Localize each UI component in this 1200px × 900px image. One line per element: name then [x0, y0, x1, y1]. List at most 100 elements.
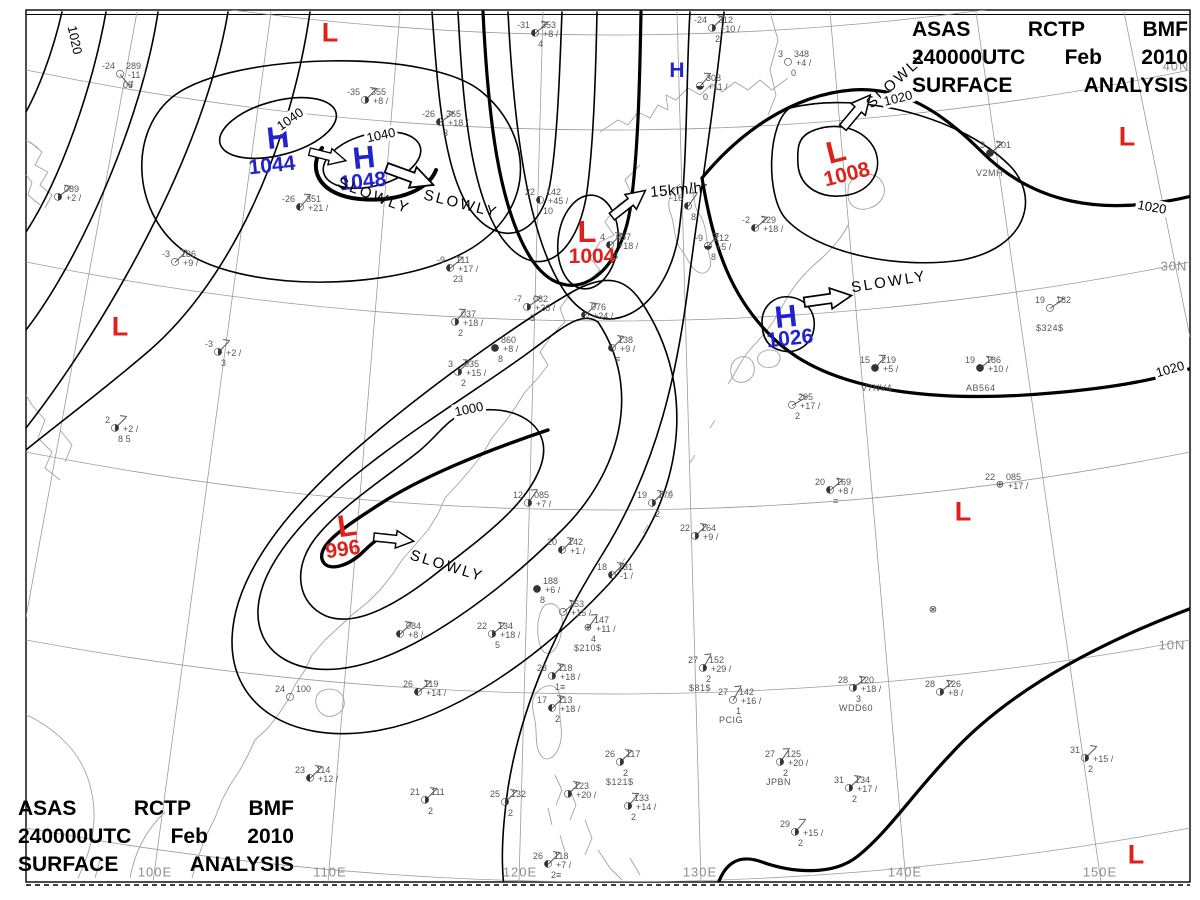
station-tendency: +45 /	[548, 196, 569, 206]
station-tendency: +18 /	[763, 224, 784, 234]
movement-arrow-icon	[383, 161, 436, 189]
station-low-value: ≡	[615, 354, 621, 364]
station-callsign: AB564	[966, 383, 996, 393]
cloud-cover-icon: ◑	[360, 94, 370, 106]
station-callsign: $81$	[689, 683, 712, 693]
station-tendency: +10 /	[988, 364, 1009, 374]
station-low-value: 8	[691, 212, 697, 222]
station-tendency: +10 /	[720, 24, 741, 34]
movement-arrows	[307, 93, 872, 550]
pressure-center-low-letter: L	[577, 214, 597, 249]
station-pressure: 113	[558, 695, 573, 705]
station-temp: -9	[436, 255, 445, 265]
cloud-cover-icon: ○	[170, 256, 180, 268]
station-pressure: 111	[456, 255, 470, 265]
title-block-top-right: ASAS RCTP BMF 240000UTC Feb 2010 SURFACE ANAL…	[912, 16, 1188, 100]
pressure-center-value: 1044	[247, 151, 297, 180]
station-tendency: +18 /	[560, 672, 581, 682]
station-pressure: 348	[794, 49, 810, 59]
station-pressure: 219	[881, 355, 897, 365]
low-mark: L	[1118, 121, 1136, 152]
slowly-label: SLOWLY	[849, 267, 929, 297]
station-tendency: +14 /	[636, 802, 657, 812]
station-tendency: +24 /	[593, 311, 614, 321]
station-temp: 3	[777, 49, 783, 59]
station-tendency: +4 /	[796, 58, 812, 68]
slowly-label: SLOWLY	[407, 546, 487, 586]
coastlines	[26, 11, 885, 881]
station-tendency: +18 /	[560, 704, 581, 714]
station-tendency: +1 /	[570, 546, 586, 556]
title-word: Feb	[1064, 46, 1102, 69]
cloud-cover-icon: ◐	[395, 628, 405, 640]
station-tendency: +18 /	[500, 630, 521, 640]
cloud-cover-icon: ◐	[605, 239, 615, 251]
station-temp: 22	[984, 472, 995, 482]
cloud-cover-icon: ○	[285, 691, 295, 703]
station-low-value: 3	[856, 694, 862, 704]
cloud-cover-icon: ◐	[607, 342, 617, 354]
high-mark: H	[669, 59, 685, 82]
title-line: 240000UTC Feb 2010	[18, 823, 294, 851]
cloud-cover-icon: ●	[985, 147, 995, 159]
isobar-label: 1000	[451, 398, 487, 420]
station-pressure: 035	[464, 359, 480, 369]
station-low-value: 2	[508, 808, 514, 818]
station-temp: 22	[679, 523, 690, 533]
station-temp: -2	[741, 215, 750, 225]
station-temp: 12	[512, 490, 523, 500]
cloud-cover-icon: ◐	[607, 569, 617, 581]
cloud-cover-icon: ⊕	[583, 622, 593, 634]
longitude-label: 110E	[313, 864, 347, 880]
station-pressure: 076	[591, 302, 607, 312]
movement-arrow-icon	[802, 286, 854, 311]
station-low-value: 4	[538, 39, 544, 49]
station-tendency: +16 /	[741, 696, 762, 706]
station-tendency: -11 /	[128, 70, 146, 80]
station-callsign: PCIG	[719, 715, 744, 725]
station-pressure: 100	[296, 684, 312, 694]
cloud-cover-icon: ●	[532, 583, 542, 595]
cloud-cover-icon: ◐	[435, 116, 445, 128]
movement-arrow-icon	[307, 147, 348, 166]
station-low-value: 4	[591, 634, 597, 644]
station-pressure: 860	[501, 335, 517, 345]
station-low-value: 05	[123, 80, 134, 90]
station-low-value: 8	[540, 595, 546, 605]
title-line: ASAS RCTP BMF	[18, 795, 294, 823]
title-block-bottom-left: ASAS RCTP BMF 240000UTC Feb 2010 SURFACE ANAL…	[18, 795, 294, 879]
cloud-cover-icon: ●	[975, 362, 985, 374]
latitude-label: 10N	[1158, 637, 1186, 653]
station-temp: -16	[669, 193, 683, 203]
station-temp: 22	[476, 621, 487, 631]
station-pressure: 132	[511, 789, 527, 799]
cloud-cover-icon: ◑	[453, 366, 463, 378]
cloud-cover-icon: ◑	[500, 796, 510, 808]
station-tendency: +17 /	[857, 784, 878, 794]
station-low-value: 3	[443, 128, 449, 138]
title-word: ANALYSIS	[189, 853, 294, 876]
station-temp: 31	[1069, 745, 1080, 755]
station-tendency: +5 /	[883, 364, 899, 374]
title-word: ANALYSIS	[1083, 74, 1188, 97]
station-low-value: 2	[706, 674, 712, 684]
pressure-center-value: 1004	[568, 245, 616, 268]
station-pressure: 353	[541, 20, 557, 30]
cloud-cover-icon: ◑	[487, 628, 497, 640]
station-low-value: 2	[783, 768, 789, 778]
cloud-cover-icon: ◑	[450, 316, 460, 328]
station-pressure: 117	[626, 749, 641, 759]
station-low-value: 2	[795, 411, 801, 421]
station-tendency: +20 /	[576, 790, 597, 800]
station-temp: -35	[346, 87, 360, 97]
isobar-label: 1040	[272, 103, 308, 135]
station-pressure: 312	[718, 15, 734, 25]
cloud-cover-icon: ○	[728, 694, 738, 706]
cloud-cover-icon: ◑	[844, 782, 854, 794]
title-word: RCTP	[1027, 18, 1086, 41]
station-low-value: 8	[613, 251, 619, 261]
cloud-cover-icon: ○	[558, 606, 568, 618]
station-temp: -26	[281, 194, 295, 204]
title-word: 240000UTC	[18, 825, 132, 848]
